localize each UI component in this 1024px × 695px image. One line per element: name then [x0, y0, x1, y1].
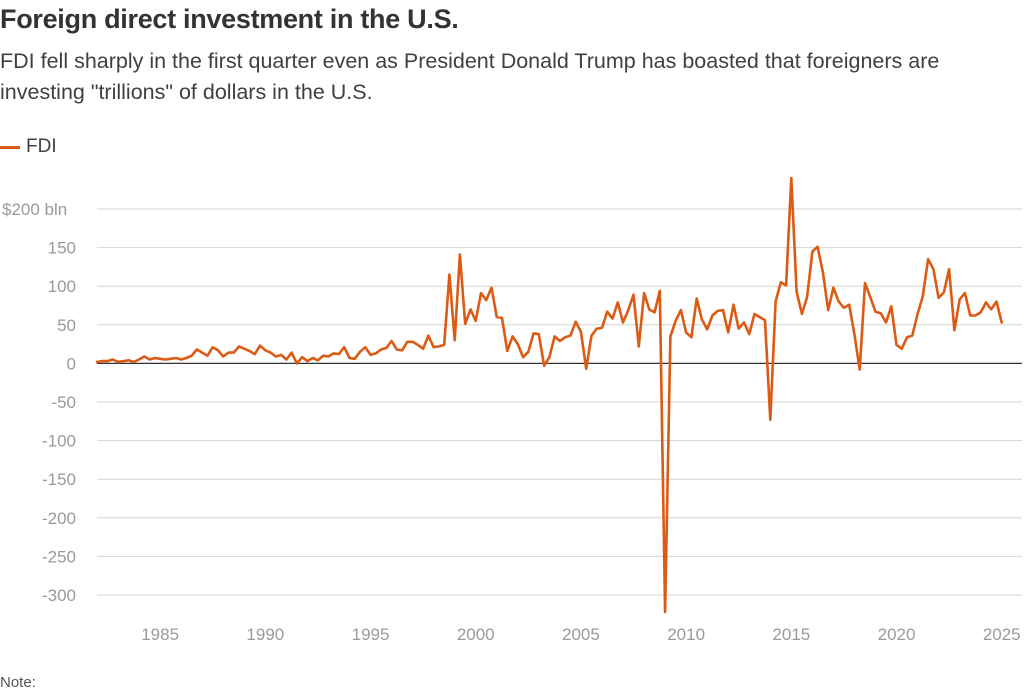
y-tick-label: -100	[42, 432, 76, 451]
y-axis-tick-labels: $200 bln 150 100 50 0 -50 -100 -150 -200 -250 -300	[2, 200, 76, 605]
y-tick-label: -150	[42, 470, 76, 489]
x-tick-label: 2005	[562, 625, 600, 644]
x-tick-label: 1985	[141, 625, 179, 644]
series-layer	[95, 176, 1004, 614]
chart-title: Foreign direct investment in the U.S.	[0, 4, 459, 34]
y-tick-label: 150	[48, 239, 76, 258]
chart-subtitle: FDI fell sharply in the first quarter ev…	[0, 49, 940, 104]
series-line-fdi	[95, 176, 1004, 614]
x-tick-label: 2020	[878, 625, 916, 644]
x-tick-label: 2000	[457, 625, 495, 644]
legend-label-fdi: FDI	[26, 136, 57, 157]
y-tick-label: 0	[67, 354, 76, 373]
x-tick-label: 2010	[667, 625, 705, 644]
y-tick-label: 50	[57, 316, 76, 335]
gridlines	[97, 208, 1022, 596]
y-tick-label: $200 bln	[2, 200, 67, 219]
x-tick-label: 2015	[772, 625, 810, 644]
x-tick-label: 1995	[352, 625, 390, 644]
y-tick-label: -50	[51, 393, 76, 412]
legend: FDI	[0, 136, 57, 158]
y-tick-label: -200	[42, 509, 76, 528]
x-axis-tick-labels: 1985 1990 1995 2000 2005 2010 2015 2020 2025	[141, 625, 1020, 644]
y-tick-label: -250	[42, 547, 76, 566]
x-tick-label: 2025	[983, 625, 1021, 644]
legend-swatch-fdi	[0, 145, 20, 149]
note: Note:	[0, 674, 36, 691]
y-tick-label: -300	[42, 586, 76, 605]
x-tick-label: 1990	[246, 625, 284, 644]
y-tick-label: 100	[48, 277, 76, 296]
